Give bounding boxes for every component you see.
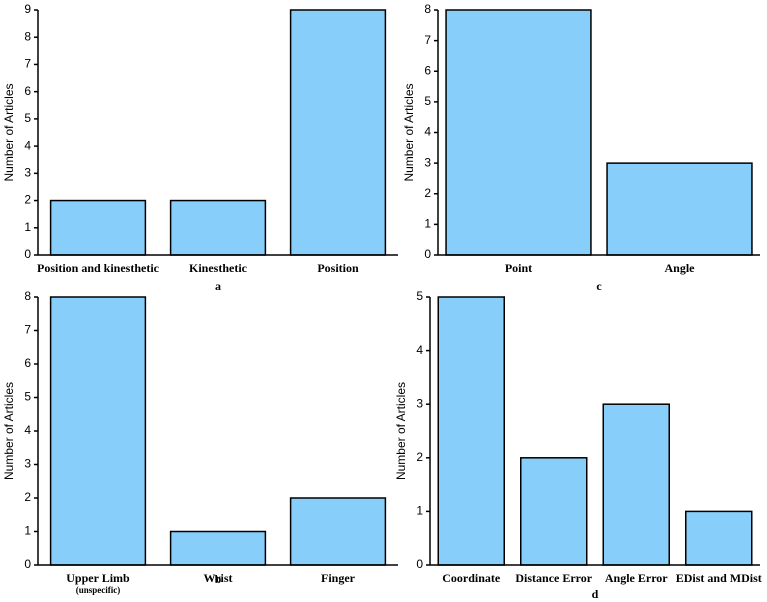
y-tick-label: 8 [24, 29, 31, 43]
x-tick-label: Distance Error [515, 571, 592, 585]
bar [289, 9, 387, 256]
y-tick-label: 0 [24, 247, 31, 261]
bar [602, 403, 670, 566]
y-tick-label: 8 [424, 2, 431, 16]
y-tick-label: 1 [424, 217, 431, 231]
bar [289, 497, 387, 566]
bar [169, 199, 267, 256]
bar [49, 296, 147, 566]
x-tick-label: Coordinate [442, 571, 501, 585]
y-tick-label: 4 [424, 125, 431, 139]
y-tick-label: 4 [24, 423, 31, 437]
y-tick-label: 1 [24, 220, 31, 234]
y-tick-label: 5 [24, 390, 31, 404]
y-tick-label: 7 [424, 33, 431, 47]
y-tick-label: 2 [24, 490, 31, 504]
x-tick-label: Point [505, 261, 532, 275]
x-tick-label: Upper Limb [66, 571, 130, 585]
y-tick-label: 4 [416, 343, 423, 357]
y-tick-label: 6 [24, 356, 31, 370]
panel-caption: c [596, 279, 602, 293]
y-tick-label: 3 [424, 155, 431, 169]
y-tick-label: 6 [424, 63, 431, 77]
y-tick-label: 1 [416, 504, 423, 518]
x-tick-label: Angle Error [605, 571, 668, 585]
x-tick-sublabel: (unspecific) [76, 585, 121, 595]
y-tick-label: 1 [24, 524, 31, 538]
panel-caption: b [215, 572, 222, 586]
y-axis-label: Number of Articles [402, 83, 416, 181]
x-tick-label: Position [317, 261, 359, 275]
x-tick-label: EDist and MDist [676, 571, 762, 585]
y-tick-label: 3 [24, 457, 31, 471]
y-tick-label: 2 [424, 186, 431, 200]
bar [49, 199, 147, 256]
y-tick-label: 0 [24, 557, 31, 571]
y-tick-label: 9 [24, 2, 31, 16]
bar [445, 9, 592, 256]
y-tick-label: 8 [24, 289, 31, 303]
x-tick-label: Kinesthetic [189, 261, 248, 275]
panel-caption: d [592, 587, 599, 601]
x-tick-label: Finger [321, 571, 356, 585]
y-axis-label: Number of Articles [2, 83, 16, 181]
y-axis-label: Number of Articles [2, 382, 16, 480]
y-tick-label: 2 [416, 450, 423, 464]
y-tick-label: 7 [24, 57, 31, 71]
bar [685, 510, 753, 566]
x-tick-label: Wrist [203, 571, 232, 585]
y-tick-label: 3 [24, 166, 31, 180]
bar [169, 530, 267, 566]
y-tick-label: 5 [424, 94, 431, 108]
y-tick-label: 7 [24, 323, 31, 337]
y-tick-label: 0 [416, 557, 423, 571]
y-tick-label: 2 [24, 193, 31, 207]
bar [606, 162, 753, 256]
y-tick-label: 3 [416, 396, 423, 410]
x-tick-label: Angle [665, 261, 696, 275]
bar [520, 457, 588, 566]
bar [437, 296, 505, 566]
x-tick-label: Position and kinesthetic [37, 261, 160, 275]
y-tick-label: 5 [24, 111, 31, 125]
y-tick-label: 0 [424, 247, 431, 261]
y-tick-label: 6 [24, 84, 31, 98]
y-tick-label: 5 [416, 289, 423, 303]
y-tick-label: 4 [24, 138, 31, 152]
y-axis-label: Number of Articles [394, 382, 408, 480]
panel-caption: a [215, 279, 221, 293]
